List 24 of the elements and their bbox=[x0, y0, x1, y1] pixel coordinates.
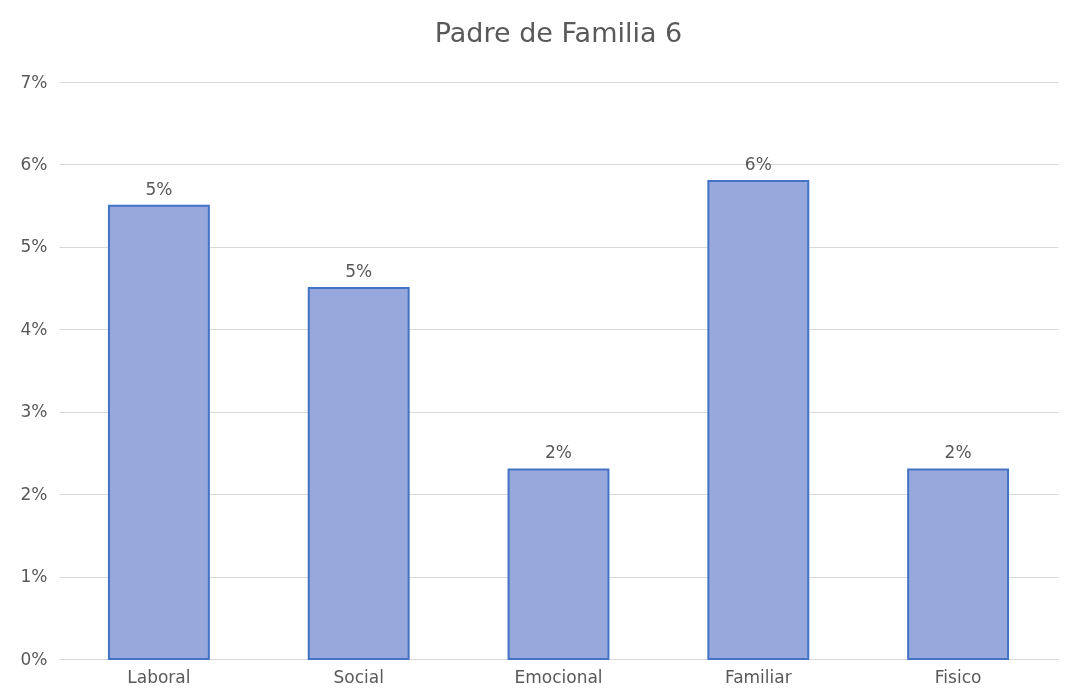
bar bbox=[707, 179, 810, 660]
x-tick-label: Social bbox=[333, 666, 384, 687]
x-tick-label: Fisico bbox=[934, 666, 982, 687]
y-tick-label: 5% bbox=[20, 236, 48, 257]
x-tick-label: Familiar bbox=[724, 666, 792, 687]
data-label: 2% bbox=[944, 442, 972, 463]
bar bbox=[907, 468, 1010, 660]
y-tick-label: 0% bbox=[20, 648, 48, 669]
y-tick-label: 3% bbox=[20, 401, 48, 422]
chart-title: Padre de Familia 6 bbox=[434, 17, 683, 48]
y-tick-label: 2% bbox=[20, 483, 48, 504]
y-tick-label: 4% bbox=[20, 318, 48, 339]
x-tick-label: Emocional bbox=[514, 666, 603, 687]
data-label: 2% bbox=[545, 442, 572, 463]
y-tick-label: 1% bbox=[20, 566, 48, 587]
x-tick-label: Laboral bbox=[127, 666, 191, 687]
bar bbox=[507, 468, 610, 660]
bar bbox=[107, 204, 210, 660]
data-label: 5% bbox=[145, 178, 173, 199]
bar bbox=[307, 287, 410, 660]
data-label: 5% bbox=[345, 261, 373, 282]
data-label: 6% bbox=[744, 153, 772, 174]
y-tick-label: 7% bbox=[20, 71, 48, 92]
y-tick-label: 6% bbox=[20, 153, 48, 174]
